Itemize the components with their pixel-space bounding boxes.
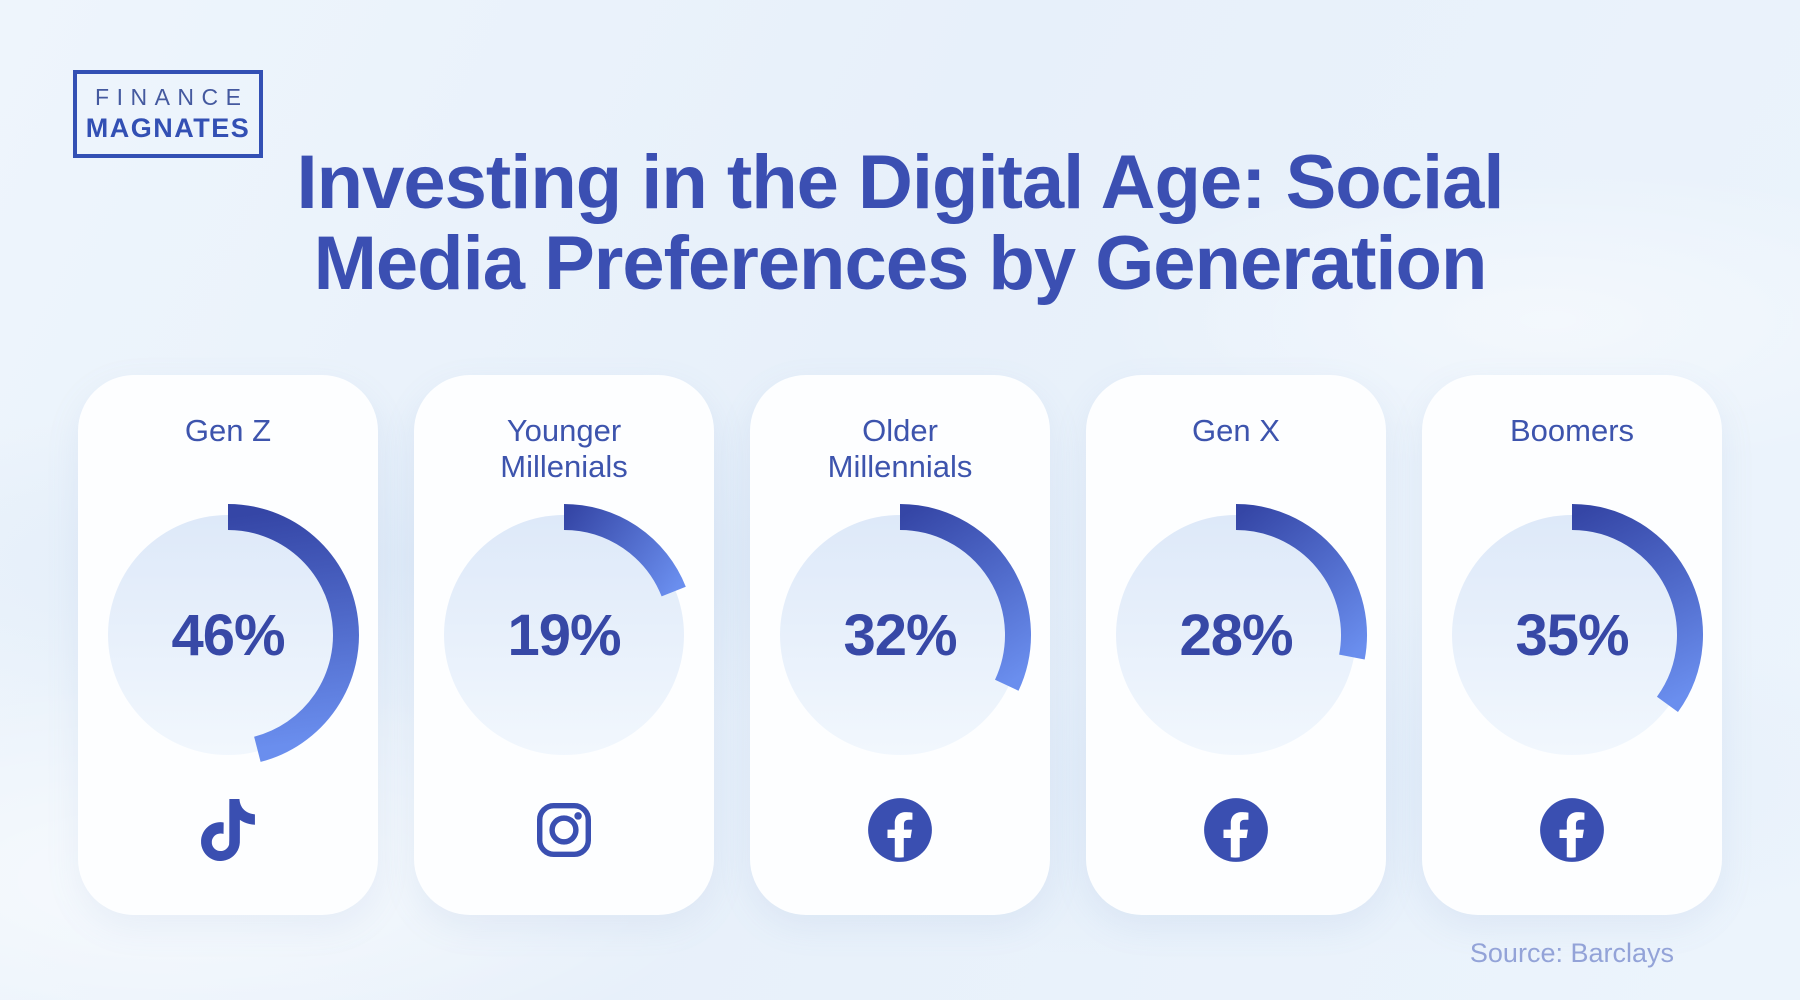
percentage-value: 35%: [1515, 602, 1629, 668]
generation-card: Gen Z 46%: [78, 375, 378, 915]
page-title: Investing in the Digital Age: Social Med…: [0, 142, 1800, 304]
donut-wrap: 46%: [78, 485, 378, 785]
generation-card: Boomers 35%: [1422, 375, 1722, 915]
donut-chart: [444, 504, 686, 755]
donut-chart: [1452, 504, 1703, 755]
platform-icon-wrap: [414, 795, 714, 865]
donut-track-circle: [1452, 515, 1692, 755]
donut-wrap: 19%: [414, 485, 714, 785]
donut-track-circle: [780, 515, 1020, 755]
finance-magnates-logo: FINANCE MAGNATES: [73, 70, 263, 158]
logo-text-finance: FINANCE: [95, 84, 249, 110]
percentage-value: 28%: [1179, 602, 1293, 668]
generation-card: Older Millennials 32%: [750, 375, 1050, 915]
generation-label: Gen Z: [184, 413, 272, 448]
facebook-icon: [868, 798, 932, 862]
platform-icon-wrap: [750, 795, 1050, 865]
donut-wrap: 28%: [1086, 485, 1386, 785]
platform-icon-wrap: [1086, 795, 1386, 865]
page-title-line1: Investing in the Digital Age: Social: [296, 140, 1505, 225]
donut-wrap: 35%: [1422, 485, 1722, 785]
tiktok-icon: [201, 799, 255, 861]
donut-chart: [1116, 504, 1367, 755]
facebook-icon: [1540, 798, 1604, 862]
donut-track-circle: [1116, 515, 1356, 755]
generation-card: Gen X 28%: [1086, 375, 1386, 915]
donut-track-circle: [444, 515, 684, 755]
percentage-value: 46%: [171, 602, 285, 668]
donut-progress-arc: [1235, 504, 1367, 660]
logo-text-magnates: MAGNATES: [85, 113, 251, 143]
donut-chart: [780, 504, 1031, 755]
generation-cards-row: Gen Z 46% Younger Millenials 19% Older Mille…: [78, 375, 1722, 915]
facebook-icon: [1204, 798, 1268, 862]
donut-progress-arc: [563, 504, 686, 597]
generation-label: Younger Millenials: [500, 413, 628, 484]
platform-icon-wrap: [1422, 795, 1722, 865]
donut-progress-arc: [899, 504, 1031, 691]
platform-icon-wrap: [78, 795, 378, 865]
generation-label: Boomers: [1509, 413, 1635, 448]
generation-card: Younger Millenials 19%: [414, 375, 714, 915]
donut-wrap: 32%: [750, 485, 1050, 785]
donut-track-circle: [108, 515, 348, 755]
donut-progress-arc: [1571, 504, 1703, 712]
instagram-icon: [537, 803, 591, 857]
generation-label: Gen X: [1192, 413, 1280, 448]
page-title-line2: Media Preferences by Generation: [313, 221, 1488, 306]
source-attribution: Source: Barclays: [1469, 938, 1674, 968]
percentage-value: 32%: [843, 602, 957, 668]
donut-progress-arc: [227, 504, 359, 762]
generation-label: Older Millennials: [827, 413, 973, 484]
donut-chart: [108, 504, 359, 762]
percentage-value: 19%: [507, 602, 621, 668]
